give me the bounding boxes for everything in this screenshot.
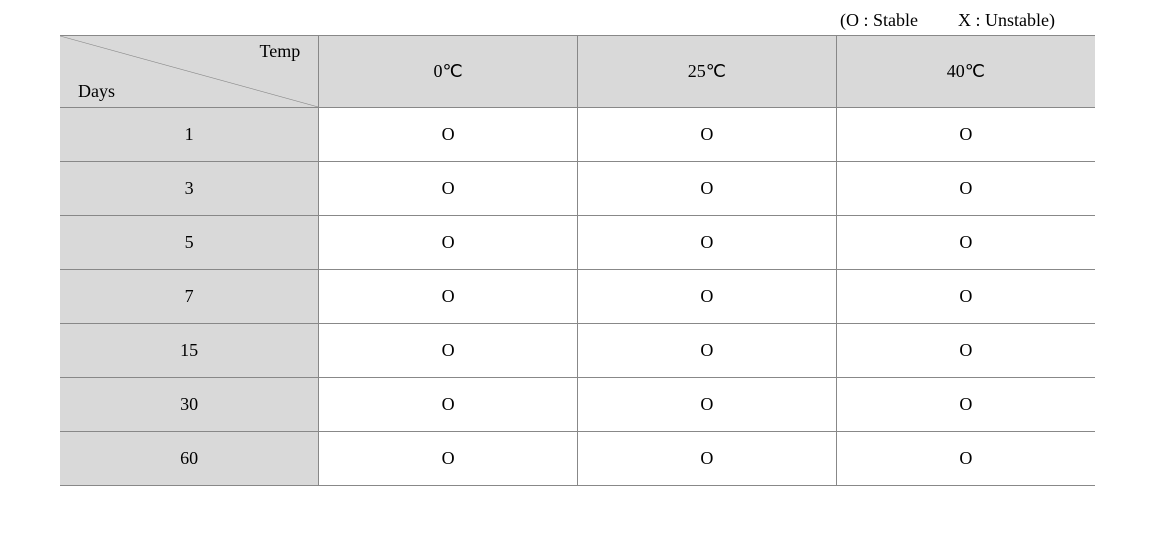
data-cell: O xyxy=(319,216,578,270)
row-day-label: 7 xyxy=(60,270,319,324)
legend-stable-label: Stable xyxy=(873,10,918,30)
data-cell: O xyxy=(836,378,1095,432)
legend-unstable-label: Unstable xyxy=(985,10,1049,30)
diagonal-top-label: Temp xyxy=(260,41,301,62)
row-day-label: 1 xyxy=(60,108,319,162)
row-day-label: 15 xyxy=(60,324,319,378)
data-cell: O xyxy=(319,432,578,486)
table-body: 1 O O O 3 O O O 5 O O O 7 O O O 15 O O O xyxy=(60,108,1095,486)
stability-table: Temp Days 0℃ 25℃ 40℃ 1 O O O 3 O O O 5 O… xyxy=(60,35,1095,486)
data-cell: O xyxy=(836,108,1095,162)
table-row: 3 O O O xyxy=(60,162,1095,216)
data-cell: O xyxy=(578,270,837,324)
table-row: 60 O O O xyxy=(60,432,1095,486)
table-row: 7 O O O xyxy=(60,270,1095,324)
column-header: 0℃ xyxy=(319,36,578,108)
table-row: 5 O O O xyxy=(60,216,1095,270)
column-header: 25℃ xyxy=(578,36,837,108)
data-cell: O xyxy=(836,324,1095,378)
data-cell: O xyxy=(578,162,837,216)
data-cell: O xyxy=(836,162,1095,216)
data-cell: O xyxy=(578,108,837,162)
table-row: 30 O O O xyxy=(60,378,1095,432)
data-cell: O xyxy=(319,378,578,432)
table-row: 1 O O O xyxy=(60,108,1095,162)
data-cell: O xyxy=(836,216,1095,270)
legend-text: (O : StableX : Unstable) xyxy=(60,10,1095,31)
row-day-label: 5 xyxy=(60,216,319,270)
column-header: 40℃ xyxy=(836,36,1095,108)
table-row: 15 O O O xyxy=(60,324,1095,378)
legend-stable-symbol: O xyxy=(846,10,859,30)
data-cell: O xyxy=(578,216,837,270)
data-cell: O xyxy=(319,108,578,162)
diagonal-header-cell: Temp Days xyxy=(60,36,319,108)
row-day-label: 60 xyxy=(60,432,319,486)
legend-unstable-symbol: X xyxy=(958,10,971,30)
row-day-label: 30 xyxy=(60,378,319,432)
data-cell: O xyxy=(578,432,837,486)
data-cell: O xyxy=(578,324,837,378)
data-cell: O xyxy=(319,270,578,324)
data-cell: O xyxy=(836,270,1095,324)
data-cell: O xyxy=(319,162,578,216)
data-cell: O xyxy=(836,432,1095,486)
diagonal-bottom-label: Days xyxy=(78,81,115,102)
data-cell: O xyxy=(319,324,578,378)
data-cell: O xyxy=(578,378,837,432)
row-day-label: 3 xyxy=(60,162,319,216)
table-header-row: Temp Days 0℃ 25℃ 40℃ xyxy=(60,36,1095,108)
